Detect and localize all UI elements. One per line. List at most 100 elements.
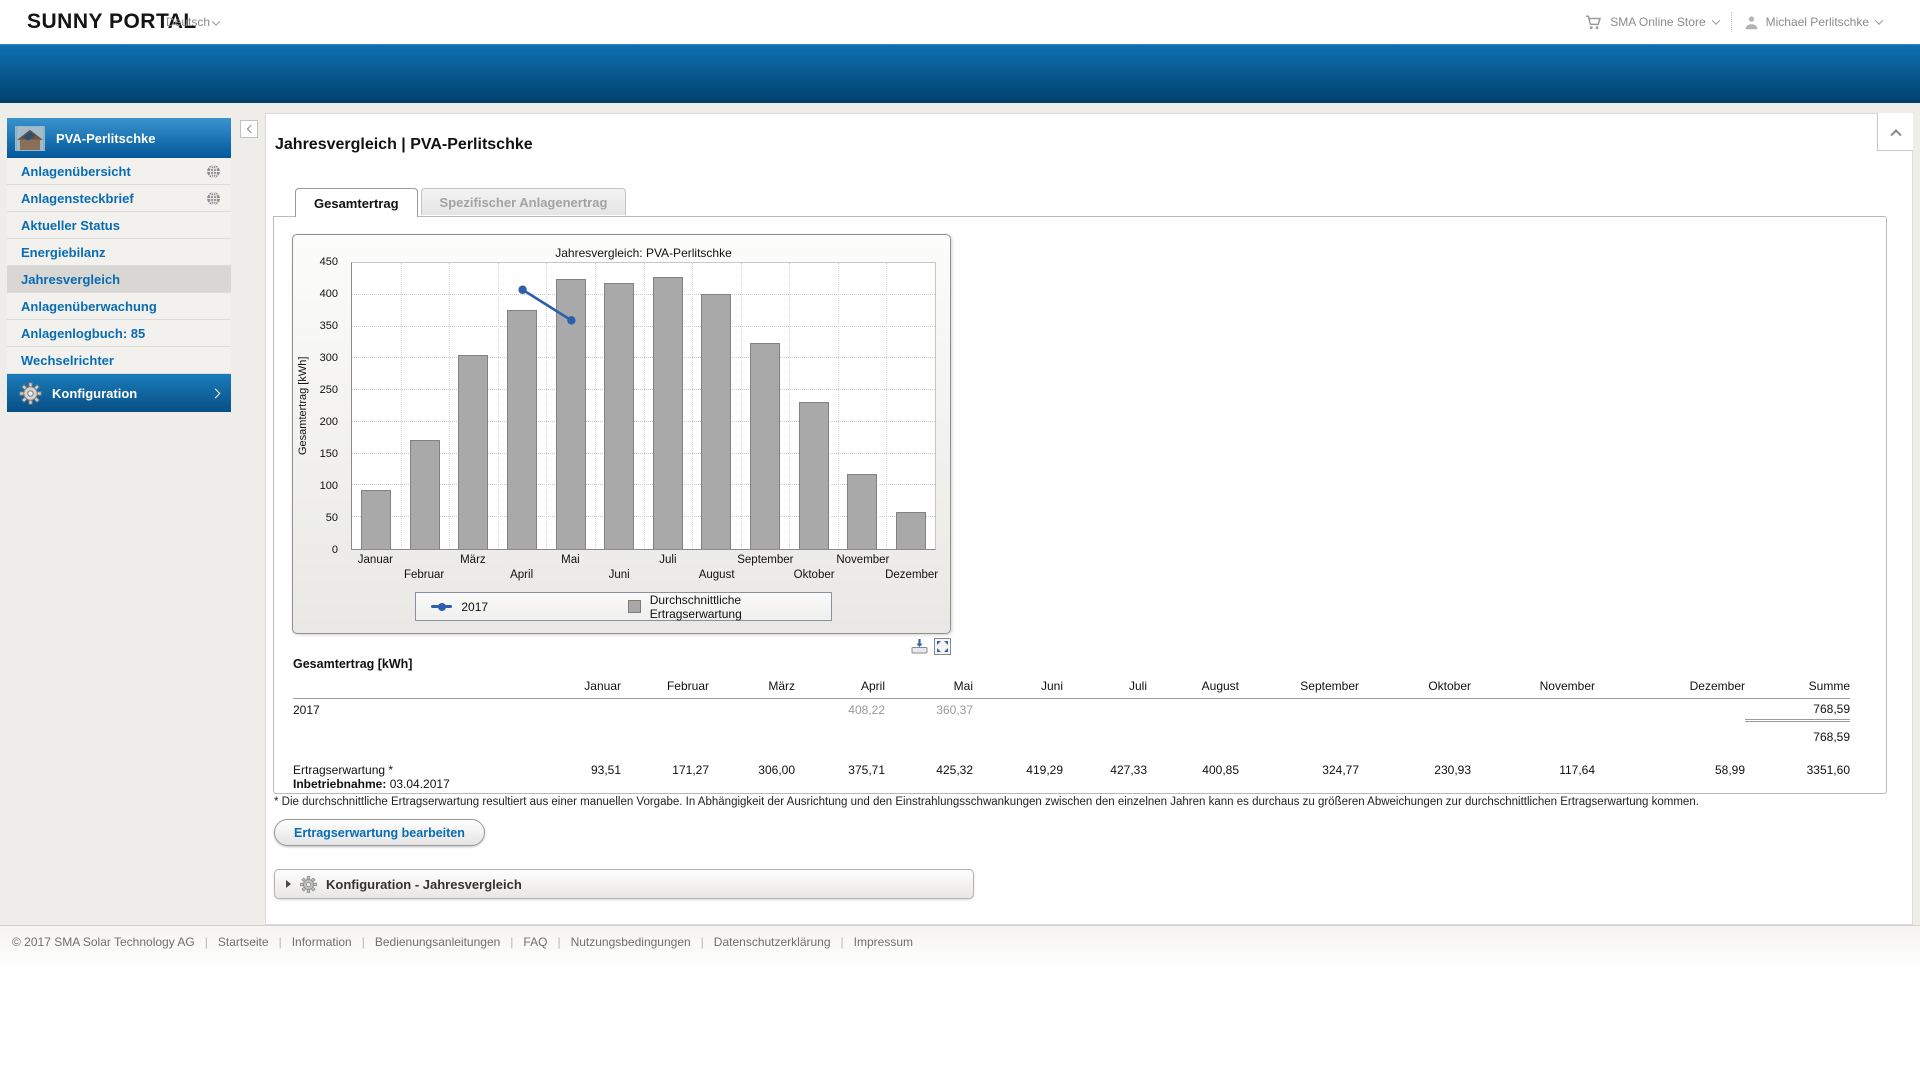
sidebar-item-anlagensteckbrief[interactable]: Anlagensteckbrief [7, 185, 231, 212]
table-row-expect: Ertragserwartung * Inbetriebnahme: 03.04.… [293, 747, 1850, 794]
col-header-summe: Summe [1745, 676, 1850, 699]
cell-februar [621, 721, 709, 748]
x-tick-label: Oktober [793, 569, 835, 581]
cell-februar [621, 699, 709, 721]
user-name: Michael Perlitschke [1765, 15, 1869, 29]
konfiguration-label: Konfiguration [52, 385, 138, 401]
scroll-to-top-button[interactable] [1877, 113, 1913, 151]
footer-link-information[interactable]: Information [291, 935, 352, 949]
tab-gesamtertrag[interactable]: Gesamtertrag [295, 188, 418, 217]
cell-summe: 3351,60 [1806, 763, 1850, 777]
sidebar-item-anlagenlogbuch-85[interactable]: Anlagenlogbuch: 85 [7, 320, 231, 347]
cell-juni: 419,29 [1026, 763, 1063, 777]
v-gridline [692, 263, 694, 549]
footer-separator: | [361, 935, 365, 949]
gear-icon [19, 381, 42, 405]
cell-november: 117,64 [1559, 763, 1595, 777]
bar-juni [604, 282, 635, 549]
bar-september [749, 342, 780, 549]
cell-dezember [1595, 721, 1745, 748]
edit-yield-expectation-button[interactable]: Ertragserwartung bearbeiten [274, 819, 485, 846]
line-series-2017 [518, 285, 576, 325]
footer-link-bedienungsanleitungen[interactable]: Bedienungsanleitungen [374, 935, 501, 949]
cell-juli [1063, 699, 1147, 721]
copyright: © 2017 SMA Solar Technology AG [12, 935, 195, 949]
col-header-februar: Februar [621, 676, 709, 699]
x-tick-label: März [460, 554, 486, 566]
col-header-oktober: Oktober [1359, 676, 1471, 699]
y-tick-label: 400 [319, 288, 338, 300]
cell-dezember: 58,99 [1714, 763, 1745, 777]
footer-link-datenschutzerkl-rung[interactable]: Datenschutzerklärung [713, 935, 831, 949]
cell-januar [533, 721, 621, 748]
footer-separator: | [278, 935, 282, 949]
yield-table: Januar Februar März April Mai Juni Juli August S… [293, 676, 1850, 794]
top-bar: SUNNY PORTAL Deutsch SMA Online Store Mi… [0, 0, 1920, 44]
row-label-line2: Inbetriebnahme: 03.04.2017 [293, 777, 450, 791]
legend-label-2017: 2017 [461, 599, 489, 614]
sidebar-item-konfiguration[interactable]: Konfiguration [7, 374, 231, 412]
bar-m-rz [458, 354, 489, 549]
sma-online-store-menu[interactable]: SMA Online Store [1585, 14, 1720, 30]
x-tick-label: November [836, 554, 890, 566]
tab-label: Gesamtertrag [314, 195, 399, 211]
y-tick-label: 300 [319, 352, 338, 364]
footer-link-nutzungsbedingungen[interactable]: Nutzungsbedingungen [570, 935, 691, 949]
x-tick-label: Februar [403, 569, 445, 581]
sidebar-item-wechselrichter[interactable]: Wechselrichter [7, 347, 231, 374]
language-label: Deutsch [166, 15, 211, 29]
sidebar-item-anlagen-berwachung[interactable]: Anlagenüberwachung [7, 293, 231, 320]
col-header-dezember: Dezember [1595, 676, 1745, 699]
cell-september [1239, 721, 1359, 748]
x-tick-label: Mai [561, 554, 580, 566]
cell-oktober [1359, 721, 1471, 748]
col-header-september: September [1239, 676, 1359, 699]
collapse-sidebar-button[interactable] [240, 120, 258, 138]
plant-header[interactable]: PVA-Perlitschke [7, 118, 231, 158]
chevron-down-icon [1874, 16, 1884, 25]
v-gridline [886, 263, 888, 549]
bar-november [847, 474, 878, 549]
sidebar-item-label: Wechselrichter [21, 352, 114, 368]
fullscreen-icon[interactable] [934, 638, 951, 655]
footer-link-impressum[interactable]: Impressum [853, 935, 913, 949]
table-header-row: Januar Februar März April Mai Juni Juli August S… [293, 676, 1850, 699]
sidebar-item-energiebilanz[interactable]: Energiebilanz [7, 239, 231, 266]
sidebar-item-label: Anlagenlogbuch: 85 [21, 325, 146, 341]
cell-m-rz [709, 699, 795, 721]
chart-y-axis: 0 50 100 150 200 250 300 350 400 450 [293, 256, 345, 556]
footer-link-startseite[interactable]: Startseite [217, 935, 269, 949]
v-gridline [837, 263, 839, 549]
sidebar-item-jahresvergleich[interactable]: Jahresvergleich [7, 266, 231, 293]
y-tick-label: 350 [319, 320, 338, 332]
workspace: PVA-Perlitschke Anlagenübersicht Anlagens… [0, 103, 1920, 925]
tab-spezifischer-anlagenertrag[interactable]: Spezifischer Anlagenertrag [420, 188, 627, 215]
cell-september: 324,77 [1322, 763, 1359, 777]
x-tick-label: Juni [608, 569, 630, 581]
col-header-juni: Juni [973, 676, 1063, 699]
cell-oktober [1359, 699, 1471, 721]
y-tick-label: 450 [319, 256, 338, 268]
sidebar-nav: Anlagenübersicht Anlagensteckbrief Aktuell… [7, 158, 231, 374]
footer-separator: | [840, 935, 844, 949]
footer-separator: | [510, 935, 514, 949]
cell-august: 400,85 [1202, 763, 1239, 777]
cell-juli [1063, 721, 1147, 748]
user-menu[interactable]: Michael Perlitschke [1744, 15, 1884, 30]
config-jahresvergleich-panel[interactable]: Konfiguration - Jahresvergleich [274, 869, 974, 899]
footer-separator: | [204, 935, 208, 949]
config-panel-label: Konfiguration - Jahresvergleich [326, 876, 522, 892]
bar-april [507, 310, 538, 549]
x-tick-label: Januar [357, 554, 393, 566]
x-tick-label: April [510, 569, 534, 581]
chevron-right-icon [210, 388, 221, 398]
sidebar-item-label: Anlagenübersicht [21, 163, 131, 179]
y-tick-label: 250 [319, 384, 338, 396]
footer-link-faq[interactable]: FAQ [523, 935, 548, 949]
sidebar-item-anlagen-bersicht[interactable]: Anlagenübersicht [7, 158, 231, 185]
cell-dezember [1595, 699, 1745, 721]
export-chart-icon[interactable] [911, 638, 928, 655]
v-gridline [643, 263, 645, 549]
language-selector[interactable]: Deutsch [166, 15, 221, 29]
sidebar-item-aktueller-status[interactable]: Aktueller Status [7, 212, 231, 239]
